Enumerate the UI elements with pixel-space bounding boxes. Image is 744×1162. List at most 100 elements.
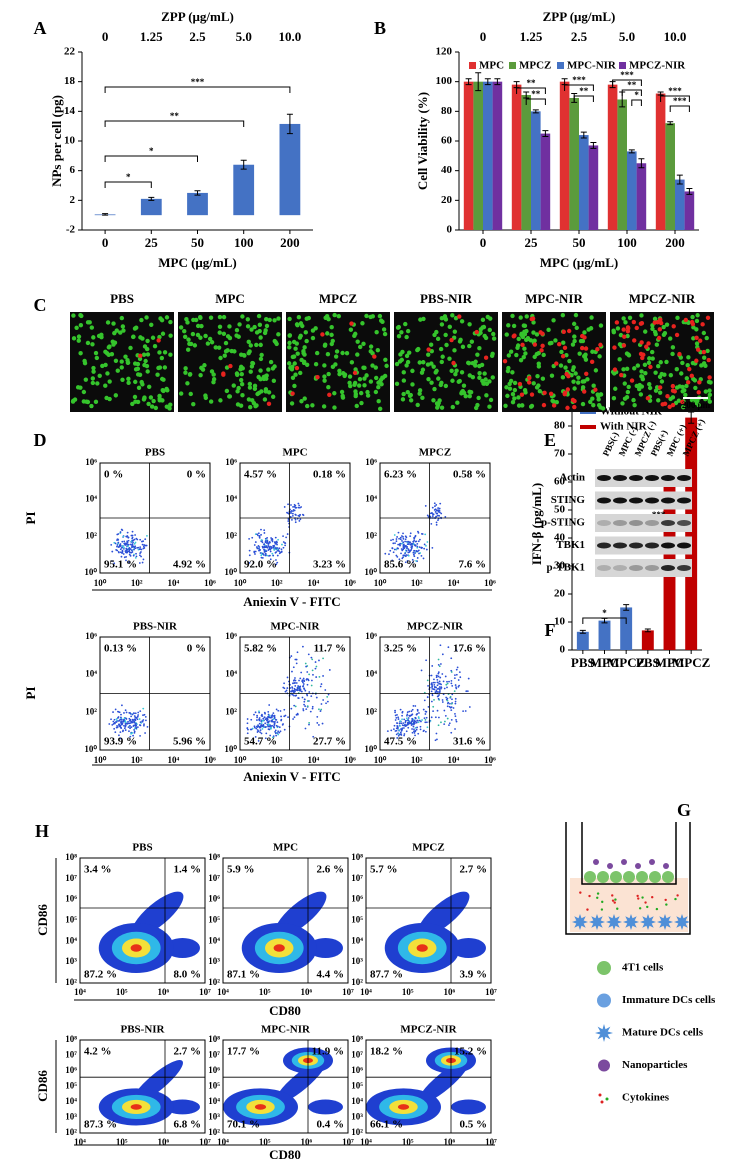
event-dot [272,544,275,547]
event-dot [291,670,293,673]
cell-dot [247,385,253,390]
event-dot [307,653,310,656]
quadrant-percent: 7.6 % [459,559,487,571]
y-tick-label: 10⁵ [65,1081,77,1091]
cell-dot [415,402,420,408]
cell-dot [657,390,663,395]
dead-cell-dot [502,359,508,364]
dc-cell [589,914,605,930]
blot-band [677,565,691,571]
plot-title: MPCZ-NIR [407,621,464,633]
cell-dot [298,370,303,376]
event-dot [326,695,329,698]
event-dot [304,705,307,708]
event-dot [411,731,414,734]
cell-dot [631,397,636,403]
event-dot [450,702,453,705]
event-dot [432,705,435,708]
x-tick-label: 100 [234,235,254,250]
event-dot [299,685,302,688]
event-dot [123,712,125,714]
event-dot [419,728,422,731]
event-dot [265,717,268,720]
cell-dot [90,376,96,381]
cell-dot [164,404,170,409]
event-dot [446,717,449,720]
event-dot [441,701,444,703]
event-dot [277,730,280,733]
event-dot [399,731,402,734]
event-dot [450,719,453,721]
event-dot [303,703,305,706]
y-axis-label: CD86 [35,1070,50,1102]
cell-dot [574,325,579,331]
dead-cell-dot [670,402,676,408]
cell-dot [439,405,445,410]
event-dot [267,724,270,726]
cell-dot [262,397,268,402]
event-dot [283,687,286,690]
cell-dot [586,327,591,332]
event-dot [438,688,441,691]
event-dot [399,720,402,723]
dead-cell-dot [656,335,662,341]
error-bar [580,131,587,139]
event-dot [263,529,266,532]
event-dot [433,502,436,505]
cell-dot [329,325,334,330]
event-dot [415,721,418,724]
event-dot [399,538,402,541]
cell-dot [195,323,201,329]
event-dot [310,684,313,687]
cell-dot [186,337,191,342]
event-dot [261,546,264,549]
event-dot [392,728,395,731]
quadrant-percent: 0.4 % [317,1119,345,1131]
cell-dot [549,340,554,346]
cell-dot [635,363,641,368]
event-dot [397,716,400,719]
cell-dot [270,366,276,371]
dead-cell-dot [372,354,377,359]
event-dot [444,675,447,678]
cell-dot [404,334,409,340]
event-dot [133,729,136,731]
panel-letter: A [34,18,47,38]
blot-band [677,475,691,481]
event-dot [440,686,443,689]
cell-dot [254,342,259,348]
event-dot [413,549,415,552]
x-tick-label: 10⁵ [116,1137,128,1147]
cell-dot [208,399,214,404]
cell-dot [615,326,621,331]
cell-dot [270,394,276,399]
y-tick-label: 30 [554,560,566,572]
dead-cell-dot [690,321,696,327]
bar [279,123,301,216]
cell-dot [520,403,525,408]
x-tick-label: 50 [191,235,204,250]
blot-strip [595,469,692,487]
event-dot [261,541,264,544]
dead-cell-dot [529,392,535,397]
event-dot [275,718,278,721]
cell-dot [205,341,211,346]
dead-cell-dot [700,322,705,327]
cell-dot [404,363,409,368]
event-dot [283,506,286,508]
event-dot [119,531,122,533]
event-dot [425,548,428,551]
x-tick-label: 100 [617,235,637,250]
dead-cell-dot [517,381,523,387]
event-dot [119,548,122,551]
event-dot [286,676,289,679]
quadrant-percent: 0 % [104,469,123,481]
event-dot [268,704,271,706]
event-dot [402,536,404,538]
cell-dot [613,386,618,391]
quadrant-percent: 47.5 % [384,736,417,748]
cell-dot [71,336,77,341]
event-dot [127,536,130,539]
event-dot [415,559,417,562]
event-dot [258,722,261,725]
